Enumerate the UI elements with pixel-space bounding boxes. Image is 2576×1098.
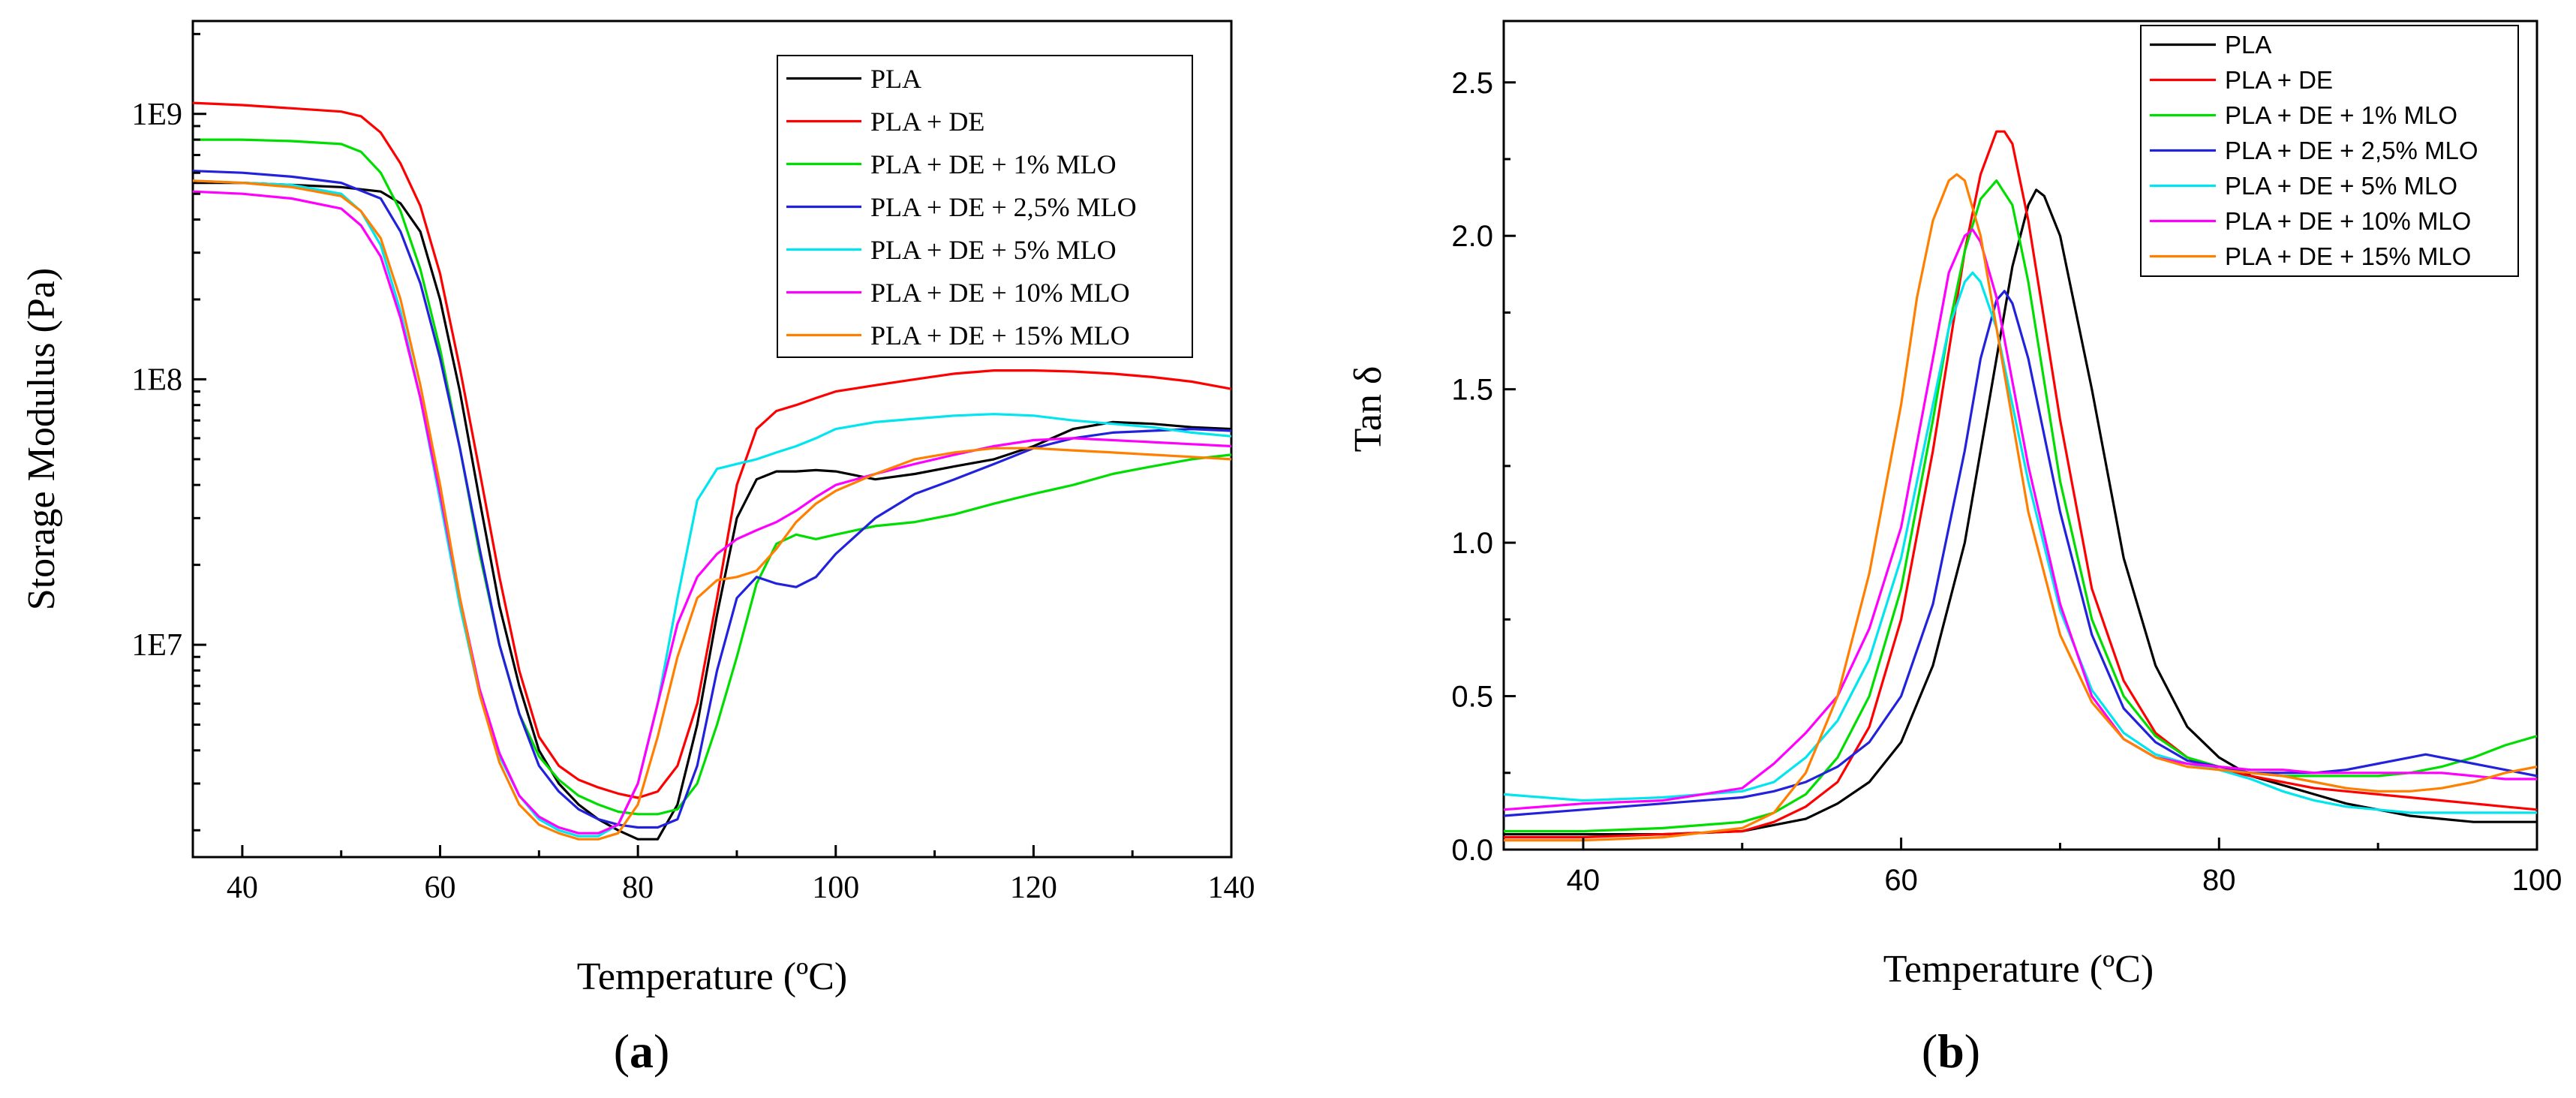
legend-label: PLA + DE + 10% MLO xyxy=(2225,207,2471,235)
legend-label: PLA + DE + 2,5% MLO xyxy=(870,192,1137,222)
legend-entry-pla-de-1-mlo: PLA + DE + 1% MLO xyxy=(2150,101,2457,129)
legend-label: PLA + DE xyxy=(2225,66,2333,94)
legend-label: PLA + DE + 10% MLO xyxy=(870,278,1130,308)
legend-entry-pla: PLA xyxy=(2150,31,2271,59)
series-line-pla-de-5-mlo xyxy=(1504,271,2537,814)
x-tick-label: 120 xyxy=(1010,871,1057,905)
legend-entry-pla-de-2-5-mlo: PLA + DE + 2,5% MLO xyxy=(2150,137,2478,164)
legend-label: PLA + DE + 5% MLO xyxy=(870,235,1117,265)
x-tick-label: 100 xyxy=(812,871,859,905)
series-line-pla xyxy=(1504,188,2537,836)
panel-a-axis-ticks: 40 60 80 100 120 140 1E7 1E8 1E9 xyxy=(131,32,1255,905)
legend-label: PLA xyxy=(870,64,921,94)
series-line-pla-de-2-5-mlo xyxy=(193,170,1231,829)
y-tick-label: 1E9 xyxy=(131,98,182,132)
x-tick-label: 140 xyxy=(1208,871,1255,905)
panel-b-y-axis-label: Tan δ xyxy=(1347,366,1390,453)
legend-entry-pla-de-1-mlo: PLA + DE + 1% MLO xyxy=(786,149,1117,179)
series-line-pla-de-2-5-mlo xyxy=(1504,290,2537,817)
legend-entry-pla-de-15-mlo: PLA + DE + 15% MLO xyxy=(2150,242,2471,270)
legend-label: PLA + DE + 1% MLO xyxy=(870,149,1117,179)
legend-label: PLA + DE + 5% MLO xyxy=(2225,172,2457,200)
panel-b-plot-frame xyxy=(1502,20,2538,851)
y-tick-label: 1.5 xyxy=(1451,374,1493,407)
panel-a-caption: (a) xyxy=(614,1024,670,1078)
panel-a-y-axis-label: Storage Modulus (Pa) xyxy=(20,268,63,610)
x-tick-label: 80 xyxy=(2202,864,2236,897)
legend-label: PLA xyxy=(2225,31,2271,59)
series-line-pla-de-15-mlo xyxy=(1504,173,2537,842)
legend-label: PLA + DE + 1% MLO xyxy=(2225,101,2457,129)
legend-entry-pla: PLA xyxy=(786,64,921,94)
panel-b-axis-ticks: 40 60 80 100 0.0 0.5 1.0 1.5 2.0 2.5 xyxy=(1451,67,2562,897)
y-tick-label: 1E8 xyxy=(131,362,182,397)
panel-a-x-axis-label: Temperature (ºC) xyxy=(577,955,847,998)
x-tick-label: 60 xyxy=(425,871,456,905)
y-tick-label: 0.0 xyxy=(1451,834,1493,867)
y-tick-label: 0.5 xyxy=(1451,681,1493,714)
legend-entry-pla-de: PLA + DE xyxy=(2150,66,2333,94)
y-tick-label: 2.0 xyxy=(1451,220,1493,253)
panel-b-legend: PLA PLA + DE PLA + DE + 1% MLO PLA + DE + 2… xyxy=(2150,31,2478,270)
legend-label: PLA + DE + 2,5% MLO xyxy=(2225,137,2478,164)
legend-label: PLA + DE + 15% MLO xyxy=(870,320,1130,350)
panel-b-caption: (b) xyxy=(1922,1024,1980,1078)
panel-b-x-axis-label: Temperature (ºC) xyxy=(1883,948,2154,991)
legend-entry-pla-de: PLA + DE xyxy=(786,107,984,137)
panel-a-plot-area xyxy=(193,101,1231,841)
series-line-pla xyxy=(193,182,1231,841)
series-line-pla-de-10-mlo xyxy=(1504,228,2537,811)
series-line-pla-de-1-mlo xyxy=(193,138,1231,816)
x-tick-label: 100 xyxy=(2512,864,2562,897)
legend-entry-pla-de-2-5-mlo: PLA + DE + 2,5% MLO xyxy=(786,192,1137,222)
x-tick-label: 40 xyxy=(1567,864,1601,897)
panel-a-legend: PLA PLA + DE PLA + DE + 1% MLO PLA + DE + 2… xyxy=(786,64,1137,350)
legend-entry-pla-de-5-mlo: PLA + DE + 5% MLO xyxy=(2150,172,2457,200)
legend-label: PLA + DE + 15% MLO xyxy=(2225,242,2471,270)
x-tick-label: 80 xyxy=(622,871,654,905)
series-line-pla-de xyxy=(193,101,1231,799)
series-line-pla-de xyxy=(1504,130,2537,839)
legend-entry-pla-de-10-mlo: PLA + DE + 10% MLO xyxy=(2150,207,2471,235)
panel-a-storage-modulus-chart: 40 60 80 100 120 140 1E7 1E8 1E9 PLA PLA + DE PLA … xyxy=(20,20,1255,1078)
y-tick-label: 1E7 xyxy=(131,628,182,663)
panel-b-plot-area xyxy=(1504,130,2537,842)
x-tick-label: 60 xyxy=(1884,864,1918,897)
x-tick-label: 40 xyxy=(227,871,258,905)
y-tick-label: 1.0 xyxy=(1451,527,1493,560)
legend-entry-pla-de-10-mlo: PLA + DE + 10% MLO xyxy=(786,278,1130,308)
legend-label: PLA + DE xyxy=(870,107,984,137)
y-tick-label: 2.5 xyxy=(1451,67,1493,100)
legend-entry-pla-de-15-mlo: PLA + DE + 15% MLO xyxy=(786,320,1130,350)
series-line-pla-de-15-mlo xyxy=(193,179,1231,841)
series-line-pla-de-1-mlo xyxy=(1504,179,2537,833)
legend-entry-pla-de-5-mlo: PLA + DE + 5% MLO xyxy=(786,235,1117,265)
